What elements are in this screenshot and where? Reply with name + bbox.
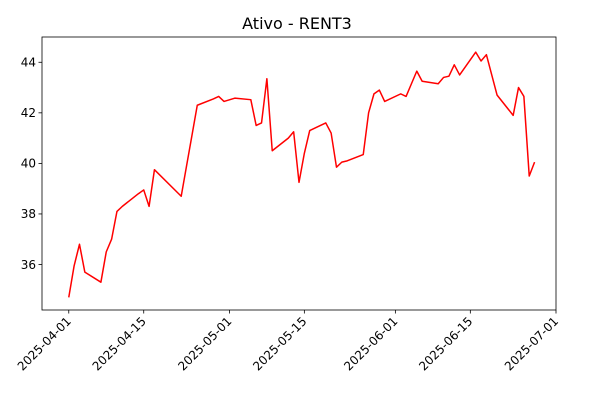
chart-title: Ativo - RENT3: [242, 14, 352, 33]
y-tick-label: 42: [21, 106, 36, 120]
series-line: [68, 51, 536, 298]
y-tick-label: 38: [21, 207, 36, 221]
y-axis: 36 38 40 42 44: [21, 56, 42, 272]
y-tick-label: 44: [21, 56, 36, 70]
y-tick-label: 40: [21, 157, 36, 171]
series-group: [68, 51, 536, 298]
axes-frame: [41, 36, 557, 311]
y-tick-label: 36: [21, 258, 36, 272]
